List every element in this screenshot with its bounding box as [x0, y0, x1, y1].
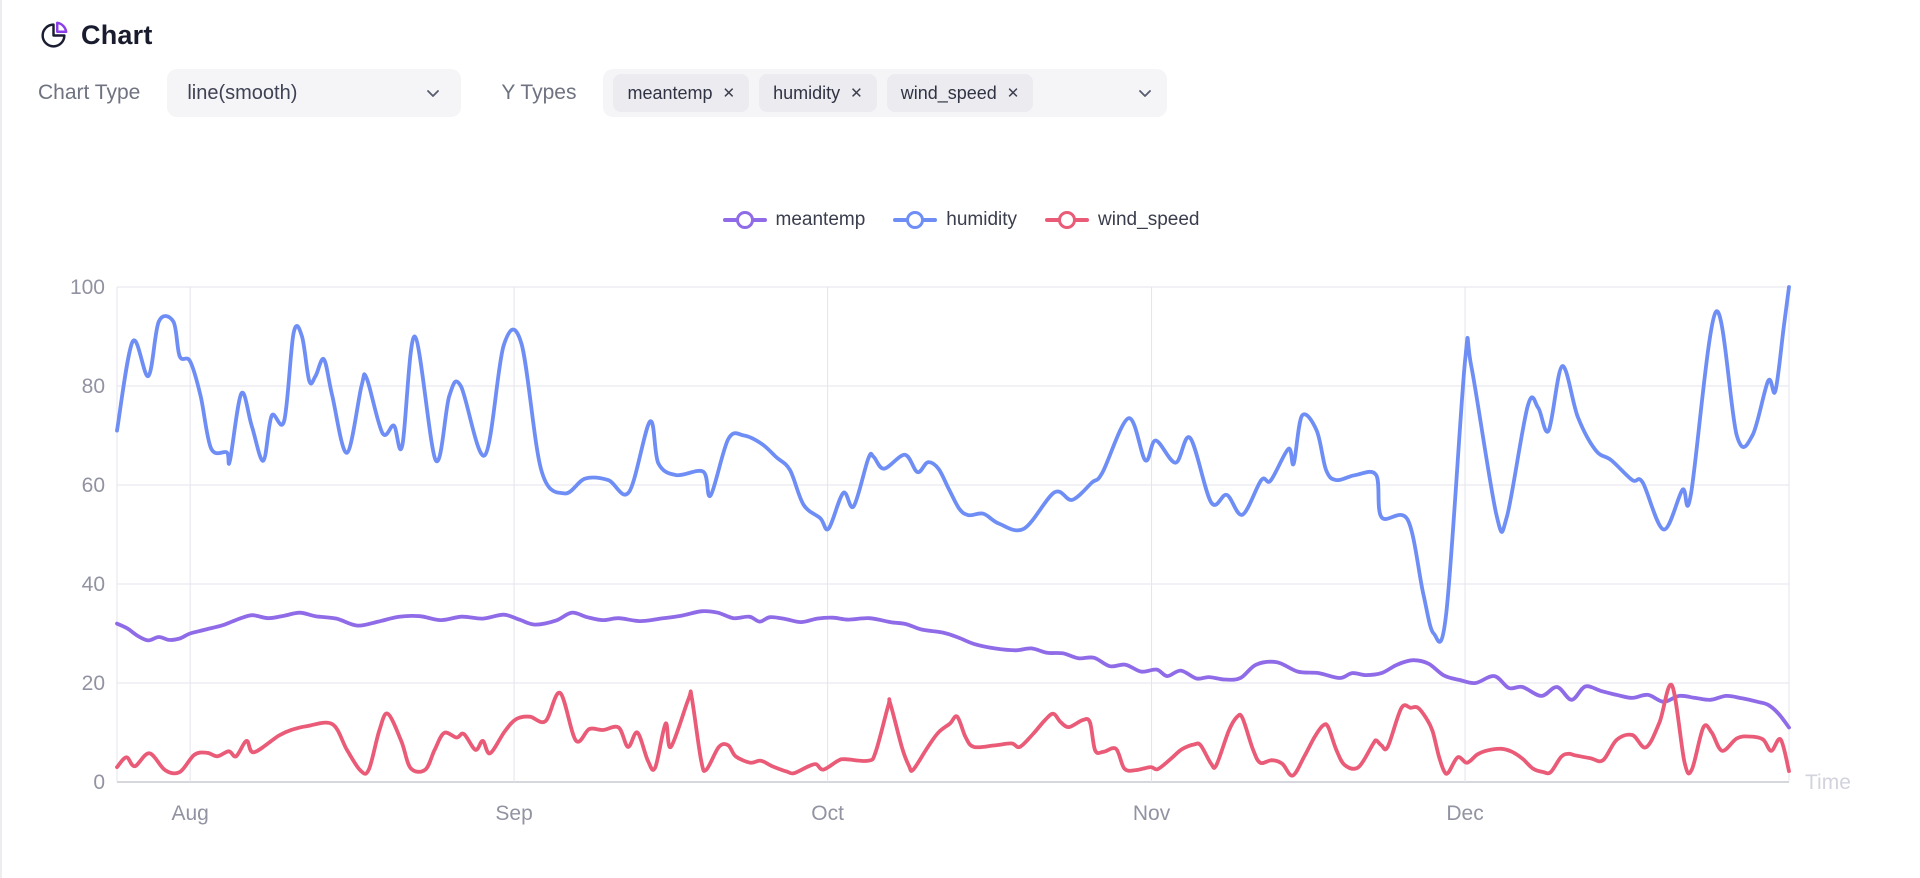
chart-controls: Chart Type line(smooth) Y Types meantemp…	[2, 69, 1920, 117]
chart-legend: meantemp humidity wind_speed	[2, 209, 1920, 231]
legend-line-marker-icon	[722, 210, 767, 230]
chart-type-value: line(smooth)	[187, 81, 298, 104]
y-axis-tick-label: 100	[70, 276, 105, 299]
legend-line-marker-icon	[893, 210, 938, 230]
chart-type-label: Chart Type	[38, 81, 141, 104]
legend-item-meantemp[interactable]: meantemp	[722, 209, 866, 231]
remove-tag-icon[interactable]: ✕	[722, 85, 736, 102]
y-axis-tick-label: 40	[82, 573, 105, 596]
remove-tag-icon[interactable]: ✕	[850, 85, 863, 102]
y-axis-tick-label: 60	[82, 474, 105, 497]
page-title: Chart	[81, 20, 153, 50]
y-type-tag-label: meantemp	[627, 82, 713, 103]
y-types-label: Y Types	[501, 81, 577, 104]
y-type-tag-list: meantemp ✕ humidity ✕ wind_speed ✕	[613, 74, 1034, 112]
chevron-down-icon	[427, 90, 440, 97]
y-type-tag-label: humidity	[773, 82, 841, 103]
y-type-tag[interactable]: wind_speed ✕	[886, 74, 1034, 112]
series-line-wind_speed[interactable]	[115, 682, 1791, 778]
legend-item-label: meantemp	[775, 209, 866, 230]
legend-item-label: humidity	[946, 209, 1018, 230]
legend-line-marker-icon	[1045, 210, 1090, 230]
page-header: Chart	[38, 20, 153, 51]
y-axis-tick-label: 80	[82, 375, 105, 398]
legend-item-label: wind_speed	[1098, 209, 1200, 230]
y-axis-tick-label: 20	[82, 672, 105, 695]
x-axis-tick-label: Nov	[1133, 802, 1171, 825]
x-axis-tick-label: Aug	[171, 802, 208, 825]
x-axis-name: Time	[1805, 771, 1851, 794]
chart-type-select[interactable]: line(smooth)	[167, 69, 462, 117]
y-types-multiselect[interactable]: meantemp ✕ humidity ✕ wind_speed ✕	[603, 69, 1168, 117]
remove-tag-icon[interactable]: ✕	[1006, 85, 1020, 102]
legend-item-humidity[interactable]: humidity	[893, 209, 1017, 231]
gridlines	[116, 286, 1790, 783]
series-line-humidity[interactable]	[115, 285, 1791, 644]
x-axis-tick-label: Dec	[1446, 802, 1483, 825]
axis-labels: 0 20 40 60 80 100 Aug Sep Oct Nov Dec Time	[70, 276, 1851, 825]
y-type-tag-label: wind_speed	[900, 82, 997, 103]
x-axis-tick-label: Oct	[811, 802, 844, 825]
series-line-meantemp[interactable]	[115, 609, 1791, 730]
chevron-down-icon	[1139, 90, 1152, 97]
legend-item-wind_speed[interactable]: wind_speed	[1045, 209, 1199, 231]
x-axis-tick-label: Sep	[495, 802, 532, 825]
series-lines	[115, 285, 1791, 778]
pie-chart-icon	[38, 20, 69, 51]
y-type-tag[interactable]: meantemp ✕	[613, 74, 750, 112]
y-type-tag[interactable]: humidity ✕	[759, 74, 877, 112]
y-axis-tick-label: 0	[93, 771, 105, 794]
